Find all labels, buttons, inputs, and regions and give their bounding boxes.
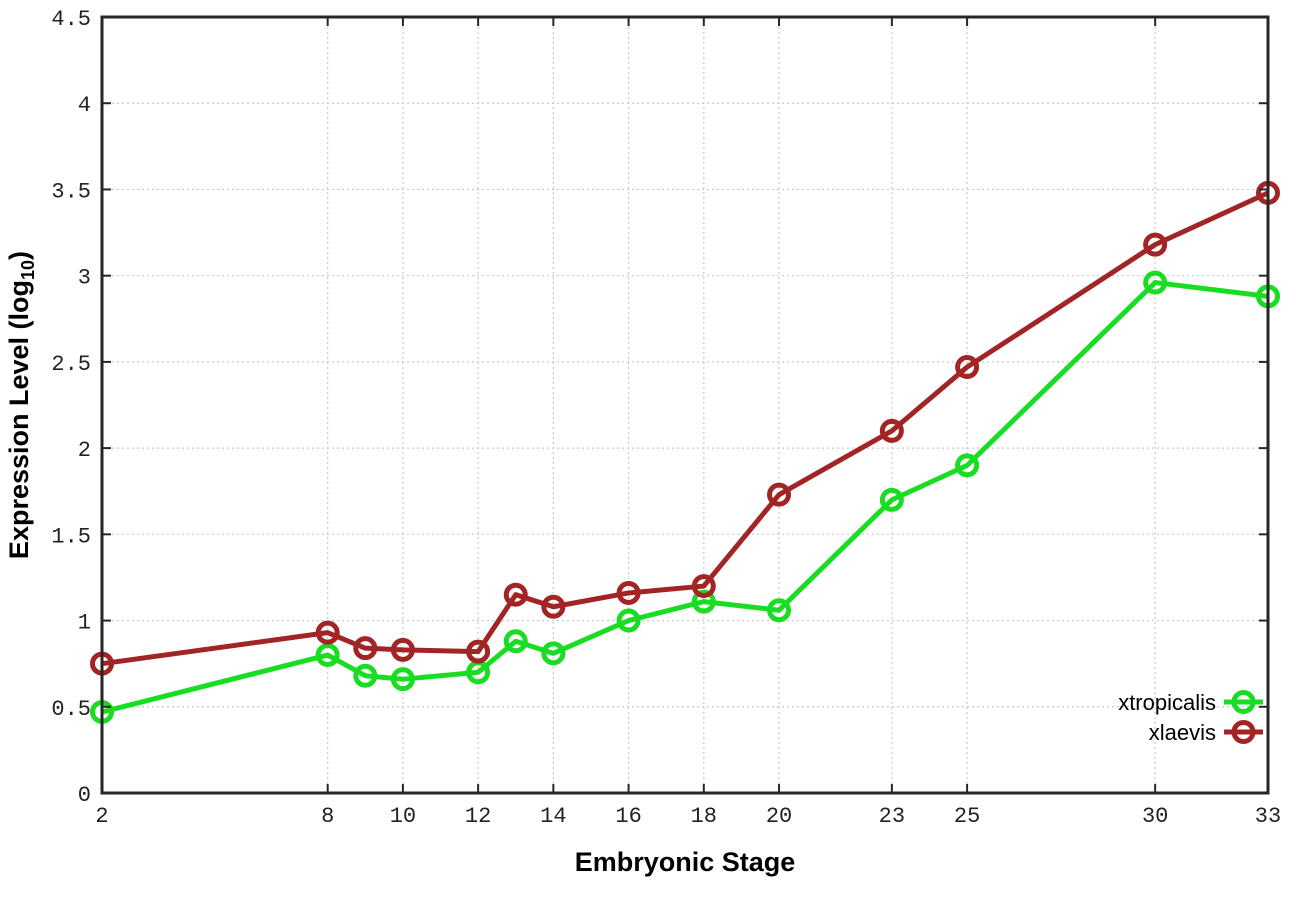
data-point-xlaevis: [353, 636, 378, 661]
data-point-xlaevis: [541, 594, 566, 619]
data-point-xlaevis: [503, 582, 528, 607]
data-point-xtropicalis: [767, 598, 792, 623]
y-tick-label-2: 2: [78, 438, 91, 463]
y-tick-label-4.5: 4.5: [51, 7, 91, 32]
data-point-xlaevis: [955, 355, 980, 380]
data-point-xtropicalis: [616, 608, 641, 633]
x-tick-label-16: 16: [615, 804, 641, 829]
y-tick-label-4: 4: [78, 93, 91, 118]
data-point-xtropicalis: [955, 453, 980, 478]
tick-label-layer: 2 8 10 12 14 16 18 20 23 25 30 33 0 0.5 1 1.5 2 2.5 3 3.5 4 4…: [51, 7, 1281, 829]
data-point-xtropicalis: [1143, 270, 1168, 295]
y-tick-label-0.5: 0.5: [51, 697, 91, 722]
y-tick-label-0: 0: [78, 783, 91, 808]
grid-layer: [101, 16, 1269, 794]
data-point-xtropicalis: [503, 629, 528, 654]
data-point-xtropicalis: [541, 641, 566, 666]
data-point-xtropicalis: [315, 643, 340, 668]
x-tick-label-20: 20: [766, 804, 792, 829]
x-tick-label-14: 14: [540, 804, 566, 829]
data-point-xtropicalis: [353, 663, 378, 688]
y-tick-label-1.5: 1.5: [51, 524, 91, 549]
legend-marker-xlaevis: [1231, 720, 1256, 744]
data-point-xlaevis: [1143, 232, 1168, 257]
legend-marker-xtropicalis: [1231, 690, 1256, 714]
y-axis-title-subscript: 10: [18, 260, 38, 280]
data-point-xlaevis: [767, 482, 792, 507]
series-layer: [90, 180, 1280, 724]
y-tick-label-1: 1: [78, 611, 91, 636]
x-tick-label-10: 10: [390, 804, 416, 829]
x-tick-label-25: 25: [954, 804, 980, 829]
x-tick-label-2: 2: [95, 804, 108, 829]
x-tick-label-8: 8: [321, 804, 334, 829]
data-point-xlaevis: [390, 637, 415, 662]
data-point-xtropicalis: [691, 589, 716, 614]
x-tick-label-30: 30: [1142, 804, 1168, 829]
y-axis-title-main: Expression Level (log: [4, 280, 34, 559]
data-point-xlaevis: [616, 580, 641, 605]
x-tick-label-33: 33: [1255, 804, 1281, 829]
data-point-xlaevis: [691, 574, 716, 599]
y-tick-label-2.5: 2.5: [51, 352, 91, 377]
x-axis-title: Embryonic Stage: [575, 847, 796, 877]
legend-label-xlaevis: xlaevis: [1149, 720, 1216, 745]
x-tick-label-18: 18: [691, 804, 717, 829]
legend-label-xtropicalis: xtropicalis: [1118, 690, 1216, 715]
y-tick-label-3.5: 3.5: [51, 179, 91, 204]
legend: xtropicalis xlaevis: [1118, 690, 1263, 745]
x-tick-label-12: 12: [465, 804, 491, 829]
y-tick-label-3: 3: [78, 266, 91, 291]
y-axis-title: Expression Level (log10): [4, 251, 38, 559]
data-point-xlaevis: [315, 620, 340, 645]
series-line-xlaevis: [101, 190, 1270, 667]
y-axis-title-close: ): [4, 251, 34, 260]
data-point-xtropicalis: [390, 667, 415, 692]
axis-border: [100, 15, 1270, 795]
plot-frame: [100, 15, 1270, 795]
series-line-xtropicalis: [101, 280, 1269, 715]
data-point-xlaevis: [879, 418, 904, 443]
data-point-xtropicalis: [879, 487, 904, 512]
data-point-xlaevis: [466, 639, 491, 664]
x-tick-label-23: 23: [879, 804, 905, 829]
